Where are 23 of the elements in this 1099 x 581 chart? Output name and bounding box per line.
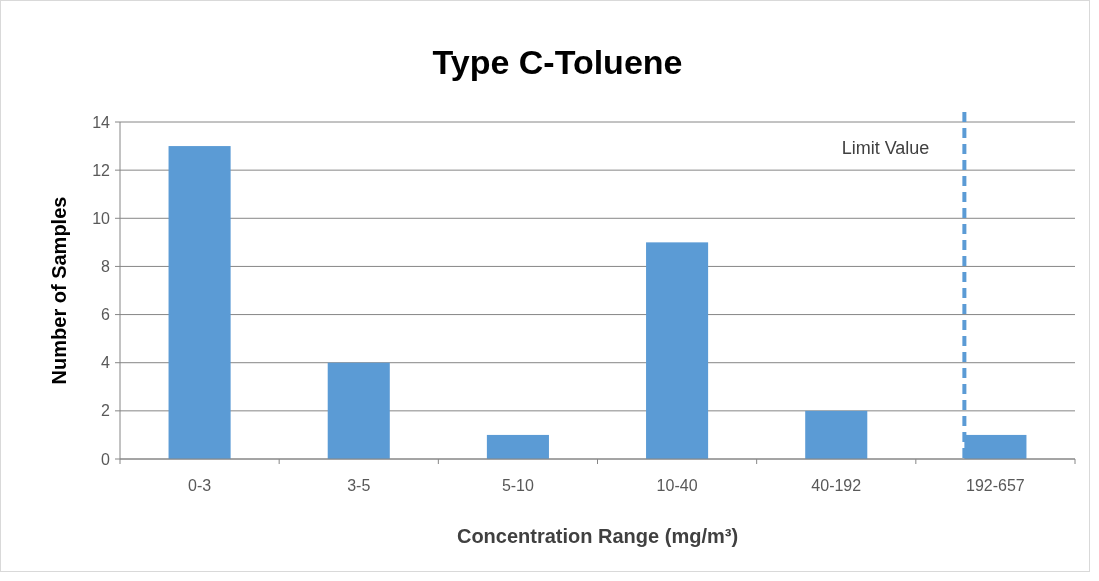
x-tick-label: 3-5 xyxy=(347,477,371,494)
y-tick-label: 2 xyxy=(101,402,111,420)
chart-title: Type C-Toluene xyxy=(432,43,683,81)
ref-line-label: Limit Value xyxy=(841,138,930,158)
bar xyxy=(486,434,549,459)
y-tick-label: 10 xyxy=(92,209,111,227)
y-tick-label: 14 xyxy=(92,113,111,131)
x-axis-title: Concentration Range (mg/m³) xyxy=(456,525,739,547)
x-tick-label: 10-40 xyxy=(656,477,698,494)
bar xyxy=(168,146,231,459)
bar xyxy=(805,410,868,459)
y-tick-label: 8 xyxy=(101,258,111,276)
bar xyxy=(327,362,390,459)
x-tick-label: 5-10 xyxy=(501,477,535,494)
y-axis-title: Number of Samples xyxy=(48,196,70,385)
y-tick-label: 4 xyxy=(101,354,111,372)
x-tick-label: 0-3 xyxy=(188,477,212,494)
x-tick-label: 192-657 xyxy=(966,477,1025,494)
x-tick-label: 40-192 xyxy=(811,477,862,494)
y-tick-label: 12 xyxy=(92,161,111,179)
bar xyxy=(646,242,709,459)
y-tick-label: 6 xyxy=(101,306,111,324)
y-tick-label: 0 xyxy=(101,450,111,468)
